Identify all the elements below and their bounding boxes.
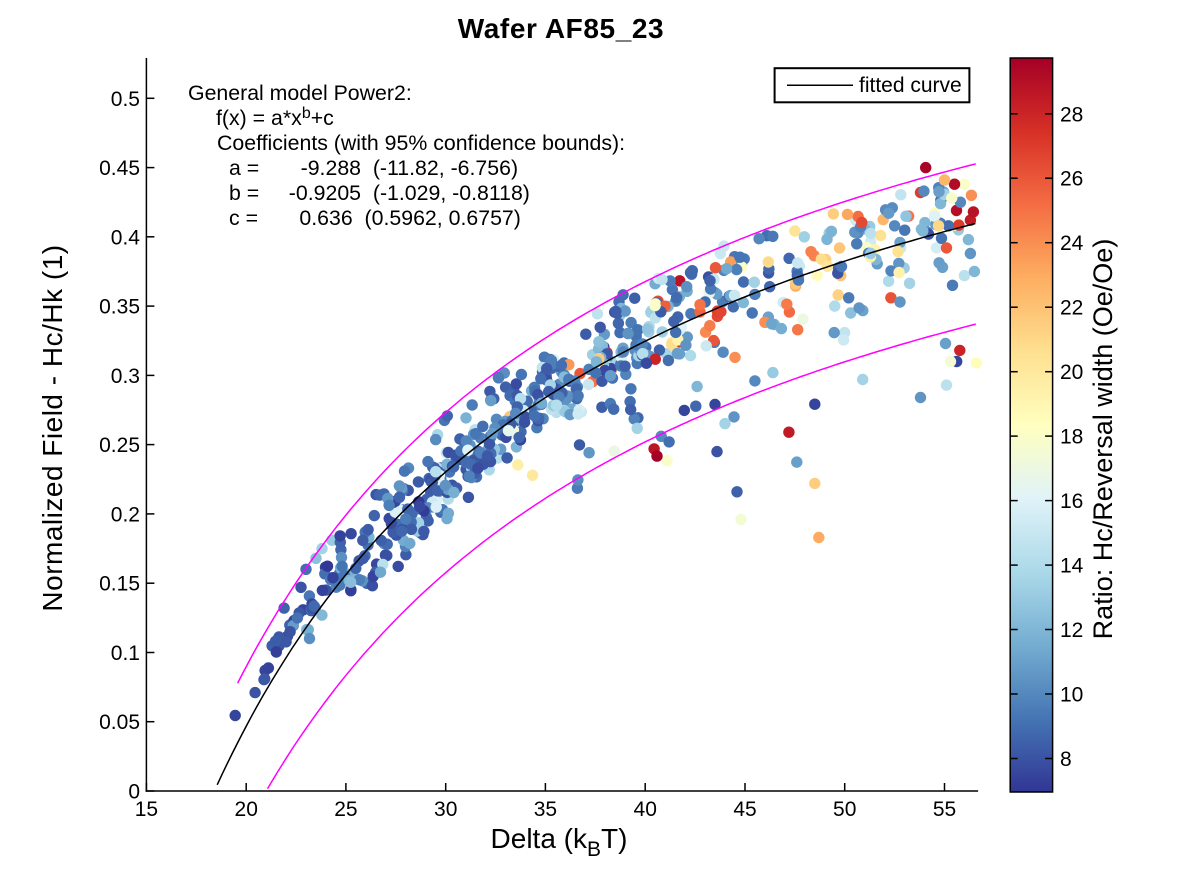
svg-text:24: 24 bbox=[1060, 232, 1084, 255]
svg-text:8: 8 bbox=[1060, 748, 1072, 771]
svg-text:30: 30 bbox=[434, 798, 457, 821]
svg-text:12: 12 bbox=[1060, 619, 1083, 642]
svg-text:a = -9.288 (-11.82, -6.: a = -9.288 (-11.82, -6.756) bbox=[229, 156, 518, 180]
svg-text:55: 55 bbox=[933, 798, 956, 821]
svg-text:0.25: 0.25 bbox=[99, 434, 140, 457]
svg-text:0.45: 0.45 bbox=[99, 157, 140, 180]
svg-text:25: 25 bbox=[334, 798, 357, 821]
svg-text:Normalized Field - Hc/Hk (1): Normalized Field - Hc/Hk (1) bbox=[37, 244, 68, 611]
svg-text:26: 26 bbox=[1060, 168, 1083, 191]
svg-text:General model Power2:: General model Power2: bbox=[188, 81, 412, 105]
svg-text:45: 45 bbox=[733, 798, 756, 821]
svg-text:c = 0.636 (0.5962, 0.67: c = 0.636 (0.5962, 0.6757) bbox=[229, 206, 521, 230]
svg-text:f(x) = a*xb+c: f(x) = a*xb+c bbox=[216, 105, 334, 130]
svg-text:35: 35 bbox=[534, 798, 557, 821]
svg-text:0.05: 0.05 bbox=[99, 711, 140, 734]
svg-text:14: 14 bbox=[1060, 555, 1084, 578]
svg-text:16: 16 bbox=[1060, 490, 1083, 513]
svg-text:fitted curve: fitted curve bbox=[859, 74, 962, 97]
svg-text:0.1: 0.1 bbox=[111, 642, 140, 665]
svg-text:22: 22 bbox=[1060, 297, 1083, 320]
svg-text:10: 10 bbox=[1060, 684, 1083, 707]
svg-text:40: 40 bbox=[634, 798, 657, 821]
svg-text:0: 0 bbox=[128, 781, 140, 804]
svg-text:28: 28 bbox=[1060, 103, 1083, 126]
svg-text:Wafer AF85_23: Wafer AF85_23 bbox=[458, 13, 664, 44]
svg-text:0.5: 0.5 bbox=[111, 88, 140, 111]
svg-text:20: 20 bbox=[1060, 361, 1083, 384]
svg-text:0.35: 0.35 bbox=[99, 296, 140, 319]
svg-text:18: 18 bbox=[1060, 426, 1083, 449]
svg-text:b = -0.9205 (-1.029, -0.8: b = -0.9205 (-1.029, -0.8118) bbox=[229, 181, 530, 205]
svg-text:0.15: 0.15 bbox=[99, 573, 140, 596]
svg-text:50: 50 bbox=[833, 798, 856, 821]
svg-text:0.2: 0.2 bbox=[111, 503, 140, 526]
svg-text:15: 15 bbox=[135, 798, 158, 821]
svg-text:0.4: 0.4 bbox=[111, 226, 141, 249]
svg-text:Ratio: Hc/Reversal width (Oe/O: Ratio: Hc/Reversal width (Oe/Oe) bbox=[1088, 239, 1118, 640]
svg-text:Coefficients (with 95% confide: Coefficients (with 95% confidence bounds… bbox=[217, 131, 625, 155]
svg-text:0.3: 0.3 bbox=[111, 365, 140, 388]
svg-text:20: 20 bbox=[235, 798, 258, 821]
